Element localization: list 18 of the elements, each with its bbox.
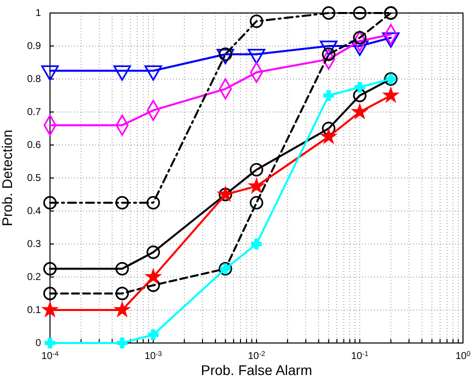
- x-axis-title: Prob. False Alarm: [200, 362, 312, 378]
- y-tick-label: 0.1: [27, 305, 42, 316]
- y-axis-title: Prob. Detection: [0, 130, 15, 226]
- y-tick-label: 0.9: [27, 41, 42, 52]
- y-tick-label: 0.3: [27, 239, 42, 250]
- y-tick-label: 0.7: [27, 107, 42, 118]
- y-tick-label: 0: [35, 338, 42, 350]
- y-tick-label: 0.6: [27, 140, 42, 152]
- y-tick-label: 0.5: [27, 173, 42, 184]
- x-tick-label: 10$^{-2}$: [248, 350, 266, 362]
- y-tick-label: 0.2: [27, 272, 42, 284]
- x-tick-label: 10$^{0}$: [455, 350, 471, 362]
- x-tick-label: 10$^{-3}$: [144, 350, 162, 362]
- y-tick-label: 1: [35, 8, 42, 20]
- y-tick-label: 0.8: [27, 74, 42, 86]
- y-tick-label: 0.4: [27, 206, 42, 218]
- x-tick-label: 10$^{-1}$: [351, 350, 369, 362]
- x-tick-label: 10$^{-4}$: [41, 350, 59, 362]
